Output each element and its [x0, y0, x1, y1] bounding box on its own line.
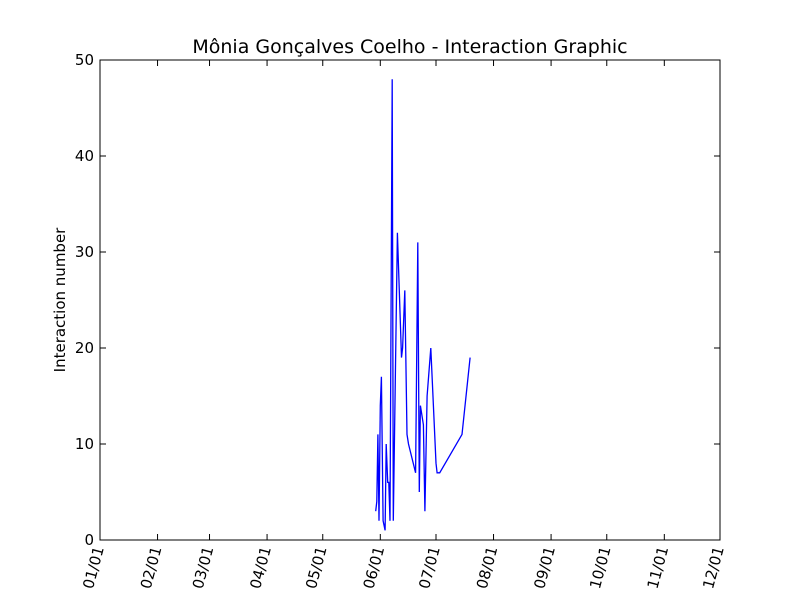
x-tick-label: 10/01 — [586, 544, 615, 590]
y-tick-label: 30 — [75, 243, 94, 261]
x-tick-label: 01/01 — [79, 544, 108, 590]
x-tick-label: 06/01 — [360, 544, 389, 590]
y-tick-label: 50 — [75, 51, 94, 69]
x-tick-label: 04/01 — [246, 544, 275, 590]
x-tick-label: 05/01 — [302, 544, 331, 590]
y-tick-label: 40 — [75, 147, 94, 165]
y-axis: 0 10 20 30 40 50 — [75, 51, 720, 549]
x-tick-label: 09/01 — [530, 544, 559, 590]
x-tick-label: 12/01 — [699, 544, 728, 590]
x-tick-label: 11/01 — [644, 544, 673, 590]
x-tick-label: 02/01 — [137, 544, 166, 590]
y-axis-label: Interaction number — [51, 227, 69, 373]
y-tick-label: 0 — [84, 531, 94, 549]
x-tick-label: 03/01 — [189, 544, 218, 590]
y-tick-label: 10 — [75, 435, 94, 453]
chart-title: Mônia Gonçalves Coelho - Interaction Gra… — [192, 36, 627, 58]
series-line — [375, 79, 471, 531]
axes-frame — [99, 59, 721, 541]
x-tick-label: 07/01 — [415, 544, 444, 590]
x-tick-label: 08/01 — [473, 544, 502, 590]
plot-series — [375, 79, 471, 531]
y-tick-label: 20 — [75, 339, 94, 357]
